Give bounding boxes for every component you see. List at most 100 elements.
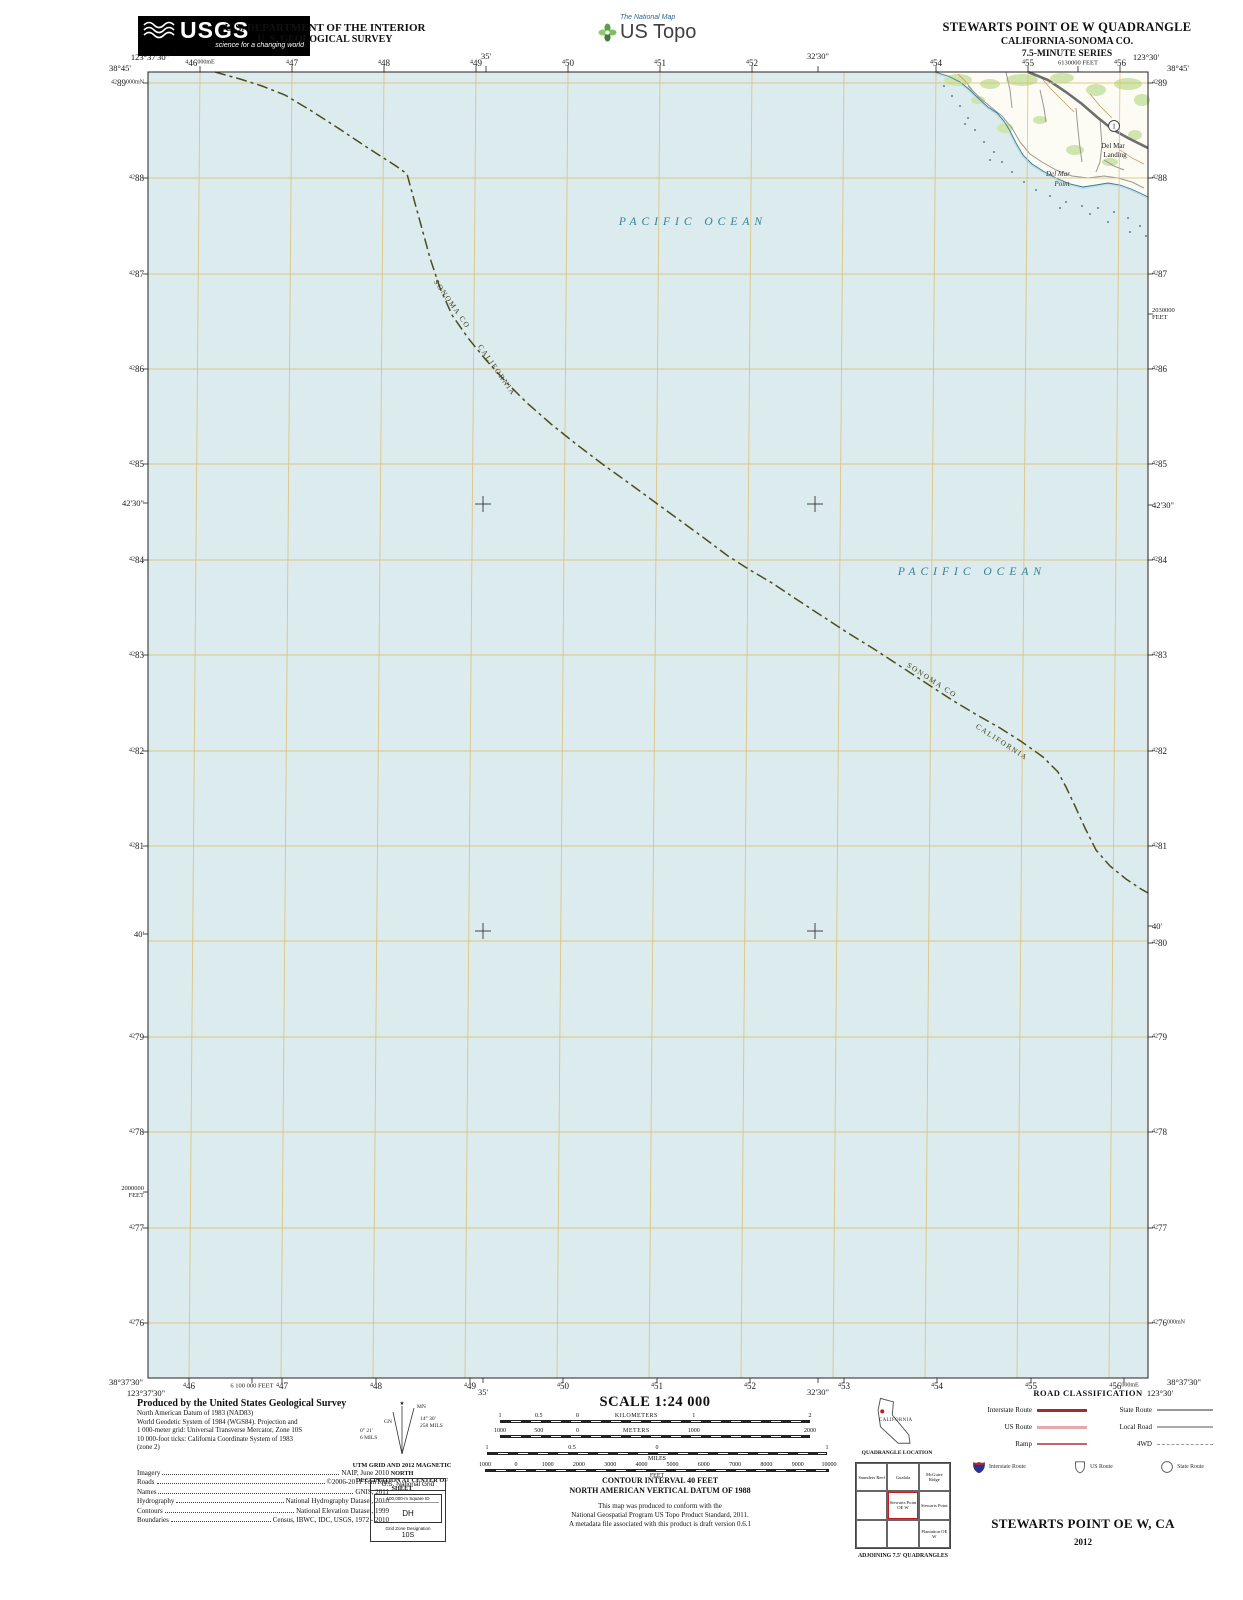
datum-note-line: 10 000-foot ticks: California Coordinate… [137, 1435, 293, 1443]
grid-label-bottom: 453 [838, 1381, 850, 1391]
offshore-rock [1001, 161, 1003, 163]
utm-grid-line [280, 71, 293, 1379]
utm-grid-line [1016, 71, 1029, 1379]
ocean-area [148, 72, 1148, 1378]
adjoining-cell: Plantation OE W [918, 1519, 950, 1548]
sheet-name: STEWARTS POINT OE W, CA [991, 1516, 1175, 1531]
road-class-label: 4WD [1136, 1440, 1152, 1448]
offshore-rock [983, 141, 985, 143]
state-name-label: CALIFORNIA [879, 1418, 912, 1423]
land-area [935, 72, 1148, 197]
ustopo-logo: The National Map US Topo [598, 14, 708, 44]
usgs-logo: USGS science for a changing world [138, 16, 310, 56]
offshore-rock [1129, 231, 1131, 233]
grid-label-left: 4279 [129, 1032, 144, 1042]
ocean-name-label: PACIFIC OCEAN [618, 216, 768, 228]
gn-declination-value: 0° 21' [360, 1427, 373, 1434]
adjoining-cell-current: Stewarts Point OE W [887, 1491, 919, 1520]
road-class-label: Ramp [1015, 1440, 1032, 1448]
dept-line2: U. S. GEOLOGICAL SURVEY [257, 34, 393, 45]
scale-bar-kilometers: 1 0.5 0 1 2 KILOMETERS [499, 1413, 812, 1426]
local-road [1075, 107, 1083, 163]
grid-label-right: 4288 [1152, 173, 1167, 183]
grid-label-top: 451 [654, 58, 666, 68]
grid-label-bottom: 452 [744, 1381, 756, 1391]
grid-label-top: 449 [470, 58, 482, 68]
datum-note-line: North American Datum of 1983 (NAD83) [137, 1410, 254, 1417]
grid-label-right: 4278 [1152, 1127, 1167, 1137]
grid-label-right: 2030000 FEET [1152, 307, 1175, 321]
road-classification: ROAD CLASSIFICATION Interstate Route Stat… [968, 1388, 1213, 1474]
sheet-year: 2012 [1074, 1537, 1092, 1547]
grid-label-top: 32'30" [806, 51, 830, 61]
adjoining-cell: Stewarts Point [918, 1491, 950, 1520]
mn-mils-value: 258 MILS [420, 1423, 443, 1429]
grid-label-left: 4289000mN [111, 78, 144, 88]
grid-label-right: 4281 [1152, 841, 1167, 851]
datum-note-line: 1 000-meter grid: Universal Transverse M… [137, 1427, 303, 1435]
grid-label-bottom: 451 [651, 1381, 663, 1391]
grid-label-left: 4285 [129, 459, 144, 469]
true-north-star: ★ [400, 1400, 405, 1407]
adjoining-cell: Saunders Reef [856, 1463, 888, 1492]
grid-label-bottom: 446 [183, 1381, 195, 1391]
place-name-label: Del Mar [1101, 142, 1125, 150]
data-source-list: Imagery NAIP, June 2010 Roads ©2006-2011 To… [137, 1469, 389, 1526]
datum-note-line: (zone 2) [137, 1444, 160, 1452]
grid-label-right: 4287 [1152, 269, 1167, 279]
grid-label-right: 4276000mN [1152, 1318, 1185, 1328]
vegetation-patch [1102, 158, 1118, 166]
grid-label-top: 6130000 FEET [1058, 59, 1098, 67]
utm-grid-line [648, 71, 661, 1379]
usng-title: U.S. National Grid [371, 1479, 445, 1491]
usng-square-label: 100,000-m Square ID [377, 1496, 439, 1503]
contour-line [957, 73, 975, 93]
offshore-rock [964, 123, 966, 125]
boundary-name-label: SONOMA CO [905, 660, 959, 700]
grid-label-bottom: 6 100 000 FEET [230, 1382, 274, 1390]
usgs-logo-text: USGS [180, 17, 250, 43]
product-note-line: A metadata file associated with this pro… [569, 1520, 751, 1528]
grid-label-top: 452 [746, 58, 758, 68]
quadrangle-location-caption: QUADRANGLE LOCATION [861, 1450, 933, 1456]
dept-line1: U.S. DEPARTMENT OF THE INTERIOR [224, 22, 426, 34]
adjoining-cell: Gualala [887, 1463, 919, 1492]
national-map-brand: The National Map [620, 14, 676, 21]
usng-gzd-value: 10S [401, 1532, 415, 1539]
quadrangle-location: CALIFORNIA QUADRANGLE LOCATION [852, 1396, 942, 1456]
state-route-number: 1 [1112, 122, 1116, 130]
grid-label-right: 4283 [1152, 650, 1167, 660]
offshore-rock [967, 117, 969, 119]
declination-caption: UTM GRID AND 2012 MAGNETIC NORTH DECLINA… [352, 1462, 452, 1492]
grid-label-left: 4281 [129, 841, 144, 851]
quadrangle-title-line1: STEWARTS POINT OE W QUADRANGLE [942, 20, 1192, 34]
shield-legend-label: State Route [1177, 1464, 1204, 1470]
adjoining-caption: ADJOINING 7.5' QUADRANGLES [857, 1553, 949, 1559]
utm-grid-line [556, 71, 569, 1379]
usng-gzd-label: Grid Zone Designation [385, 1526, 431, 1531]
grid-label-top: 35' [480, 51, 492, 61]
vegetation-patch [1050, 73, 1074, 83]
shield-legend-item: State Route [1160, 1460, 1204, 1474]
product-standard-notes: This map was produced to conform with th… [480, 1502, 840, 1529]
sheet-name-block: STEWARTS POINT OE W, CA 2012 [958, 1516, 1208, 1547]
map-neatline [147, 71, 1149, 1379]
road-class-label: State Route [1119, 1406, 1152, 1414]
offshore-rock [1113, 211, 1115, 213]
road-class-sample-state [1157, 1408, 1213, 1412]
scale-title: SCALE 1:24 000 [599, 1394, 711, 1410]
state-route-circle-icon [1161, 1461, 1173, 1473]
adjoining-cell [887, 1519, 919, 1548]
road-classification-title: ROAD CLASSIFICATION [1033, 1388, 1143, 1398]
usng-square-id: DH [402, 1509, 414, 1518]
department-heading: U.S. DEPARTMENT OF THE INTERIOR U. S. GE… [195, 22, 455, 45]
grid-label-left: 4277 [129, 1223, 144, 1233]
grid-label-top: 450 [562, 58, 574, 68]
grid-label-right: 4280 [1152, 938, 1167, 948]
county-boundary-line [214, 71, 1149, 894]
adjoining-cell: McGuire Ridge [918, 1463, 950, 1492]
grid-label-left: 2000000 FEET [121, 1185, 144, 1199]
grid-label-left: 4287 [129, 269, 144, 279]
scale-bar-meters: 1000 500 0 1000 2000 METERS [494, 1428, 816, 1441]
